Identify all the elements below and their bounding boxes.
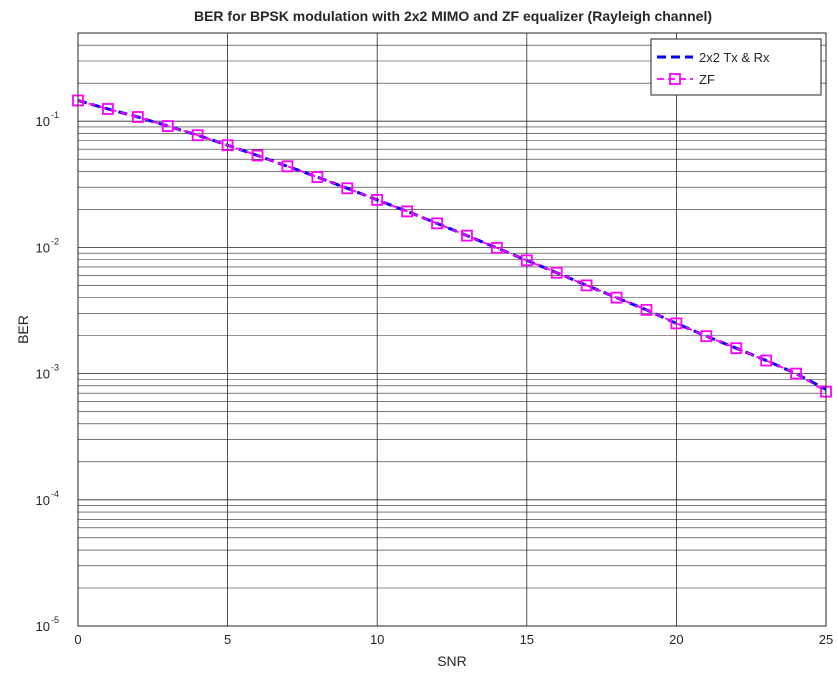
data-point-marker xyxy=(251,149,264,162)
data-point-marker xyxy=(221,139,234,152)
x-tick-label: 15 xyxy=(520,632,534,647)
y-tick-label: 10 -5 xyxy=(36,615,59,634)
y-axis-ticks: 10-110-210-310-410-5 xyxy=(36,110,59,634)
data-point-marker xyxy=(580,279,593,292)
y-tick-exponent: -5 xyxy=(51,615,59,625)
x-tick-label: 0 xyxy=(74,632,81,647)
x-tick-label: 20 xyxy=(669,632,683,647)
y-tick-exponent: -3 xyxy=(51,363,59,373)
y-tick-base: 10 xyxy=(36,367,50,382)
data-point-marker xyxy=(371,193,384,206)
data-point-marker xyxy=(550,266,563,279)
legend-entry-label: 2x2 Tx & Rx xyxy=(699,50,770,65)
y-tick-label: 10 -4 xyxy=(36,489,59,508)
data-point-marker xyxy=(520,254,533,267)
series-zf xyxy=(72,94,832,398)
legend-entry-label: ZF xyxy=(699,72,715,87)
data-point-marker xyxy=(461,229,473,242)
axes-frame xyxy=(77,32,827,627)
data-point-marker xyxy=(431,217,443,230)
data-point-marker xyxy=(341,182,354,195)
data-point-marker xyxy=(161,120,174,132)
data-point-marker xyxy=(311,171,324,183)
y-tick-label: 10 -3 xyxy=(36,363,59,382)
data-point-marker xyxy=(281,160,294,173)
data-point-marker xyxy=(610,291,623,304)
plot-area xyxy=(78,33,826,626)
data-point-marker xyxy=(700,330,713,343)
y-tick-base: 10 xyxy=(36,114,50,129)
y-axis-label: BER xyxy=(15,315,31,344)
data-point-marker xyxy=(490,242,503,254)
data-point-marker xyxy=(730,342,743,355)
y-tick-label: 10 -2 xyxy=(36,236,59,255)
legend-marker xyxy=(669,73,681,85)
data-point-marker xyxy=(760,354,773,367)
data-point-marker xyxy=(131,111,144,123)
legend-box xyxy=(650,38,822,96)
data-point-marker xyxy=(640,303,653,316)
legend-swatch xyxy=(657,73,693,85)
x-tick-label: 10 xyxy=(370,632,384,647)
series-layer xyxy=(72,94,832,398)
data-point-marker xyxy=(102,103,114,115)
y-tick-base: 10 xyxy=(36,493,50,508)
x-tick-label: 5 xyxy=(224,632,231,647)
data-point-marker xyxy=(191,129,204,142)
x-axis-ticks: 0 5 10 15 20 25 xyxy=(74,632,833,647)
data-point-marker xyxy=(670,317,683,330)
y-tick-exponent: -4 xyxy=(51,489,59,499)
legend: 2x2 Tx & Rx ZF xyxy=(650,38,822,96)
data-point-marker xyxy=(790,367,802,380)
y-tick-exponent: -2 xyxy=(51,236,59,246)
x-tick-label: 25 xyxy=(819,632,833,647)
y-tick-base: 10 xyxy=(36,619,50,634)
y-tick-label: 10 -1 xyxy=(36,110,59,129)
y-tick-exponent: -1 xyxy=(51,110,59,120)
chart-title: BER for BPSK modulation with 2x2 MIMO an… xyxy=(194,8,712,24)
x-axis-label: SNR xyxy=(437,653,467,669)
data-point-marker xyxy=(401,205,414,218)
y-tick-base: 10 xyxy=(36,240,50,255)
